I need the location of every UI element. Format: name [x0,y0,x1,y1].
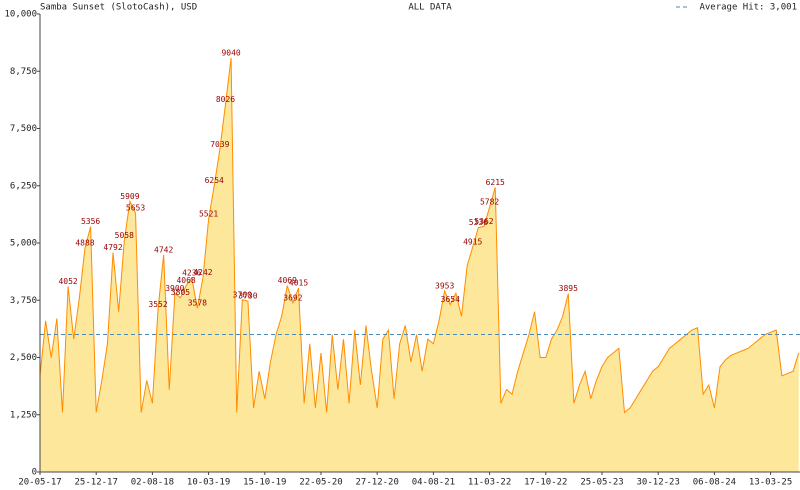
value-label: 6215 [486,178,505,187]
x-tick-label: 25-05-23 [580,478,623,488]
y-tick-label: 5,000 [10,239,37,249]
y-tick-label: 2,500 [10,353,37,363]
y-tick-label: 8,750 [10,67,37,77]
y-tick-label: 1,250 [10,410,37,420]
value-label: 5782 [480,198,499,207]
value-label: 5356 [81,217,100,226]
value-label: 5521 [199,210,218,219]
value-label: 3900 [165,284,184,293]
y-tick-label: 6,250 [10,181,37,191]
value-label: 4068 [176,276,195,285]
value-label: 3953 [435,281,454,290]
value-label: 8026 [216,95,235,104]
x-tick-label: 02-08-18 [131,478,174,488]
x-tick-label: 13-03-25 [749,478,792,488]
x-tick-label: 27-12-20 [356,478,399,488]
value-label: 4069 [278,276,297,285]
line [39,57,800,414]
value-label: 4236 [182,268,201,277]
value-label: 5653 [126,204,145,213]
value-label: 4052 [58,277,77,286]
value-label: 4015 [289,279,308,288]
value-label: 3895 [559,284,578,293]
x-tick-label: 22-05-20 [299,478,342,488]
area [40,57,799,473]
chart-title: Samba Sunset (SlotoCash), USD [40,3,197,13]
average-legend: Average Hit: 3,001 [699,3,797,13]
y-tick-label: 10,000 [4,10,37,20]
x-tick-label: 10-03-19 [187,478,230,488]
x-tick-label: 06-08-24 [693,478,736,488]
value-label: 4792 [103,243,122,252]
value-label: 3692 [283,293,302,302]
x-tick-label: 11-03-22 [468,478,511,488]
y-tick-label: 0 [32,468,37,478]
value-label: 3805 [171,288,190,297]
value-label: 5362 [474,217,493,226]
value-label: 9040 [221,48,240,57]
value-label: 5058 [115,231,134,240]
chart-subtitle: ALL DATA [408,3,452,13]
value-label: 4242 [193,268,212,277]
value-label: 3654 [441,295,460,304]
value-label: 6254 [205,176,224,185]
value-label: 5336 [469,218,488,227]
x-tick-label: 25-12-17 [75,478,118,488]
value-label: 4888 [75,239,94,248]
y-tick-label: 7,500 [10,124,37,134]
value-label: 3552 [148,300,167,309]
value-label: 7039 [210,140,229,149]
value-label: 3760 [233,290,252,299]
x-tick-label: 30-12-23 [637,478,680,488]
value-label: 3578 [188,299,207,308]
y-tick-label: 3,750 [10,296,37,306]
value-label: 4742 [154,245,173,254]
value-label: 4915 [463,237,482,246]
value-label: 3730 [238,292,257,301]
x-tick-label: 20-05-17 [18,478,61,488]
value-label: 5909 [120,192,139,201]
x-tick-label: 17-10-22 [524,478,567,488]
x-tick-label: 15-10-19 [243,478,286,488]
x-tick-label: 04-08-21 [412,478,455,488]
